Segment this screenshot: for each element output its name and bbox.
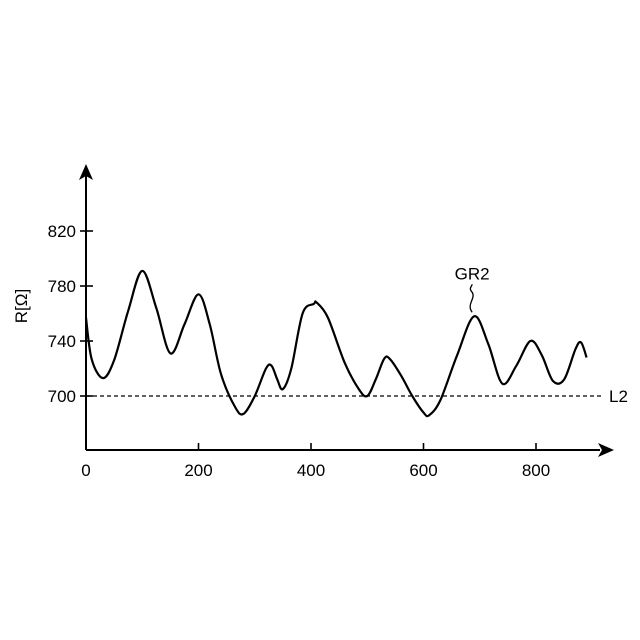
x-tick-label: 800 xyxy=(522,461,550,480)
x-tick-label: 200 xyxy=(184,461,212,480)
x-tick-label: 400 xyxy=(297,461,325,480)
l2-label: L2 xyxy=(609,387,628,406)
y-axis-title: R[Ω] xyxy=(12,289,31,323)
x-axis-arrow-icon xyxy=(598,443,614,457)
gr2-leader-line xyxy=(470,284,473,312)
y-tick-label: 820 xyxy=(48,222,76,241)
x-tick-label: 0 xyxy=(81,461,90,480)
y-tick-label: 780 xyxy=(48,277,76,296)
y-tick-label: 700 xyxy=(48,387,76,406)
y-tick-label: 740 xyxy=(48,332,76,351)
series-line-gr2 xyxy=(86,271,587,416)
gr2-label: GR2 xyxy=(455,264,490,283)
x-tick-label: 600 xyxy=(409,461,437,480)
